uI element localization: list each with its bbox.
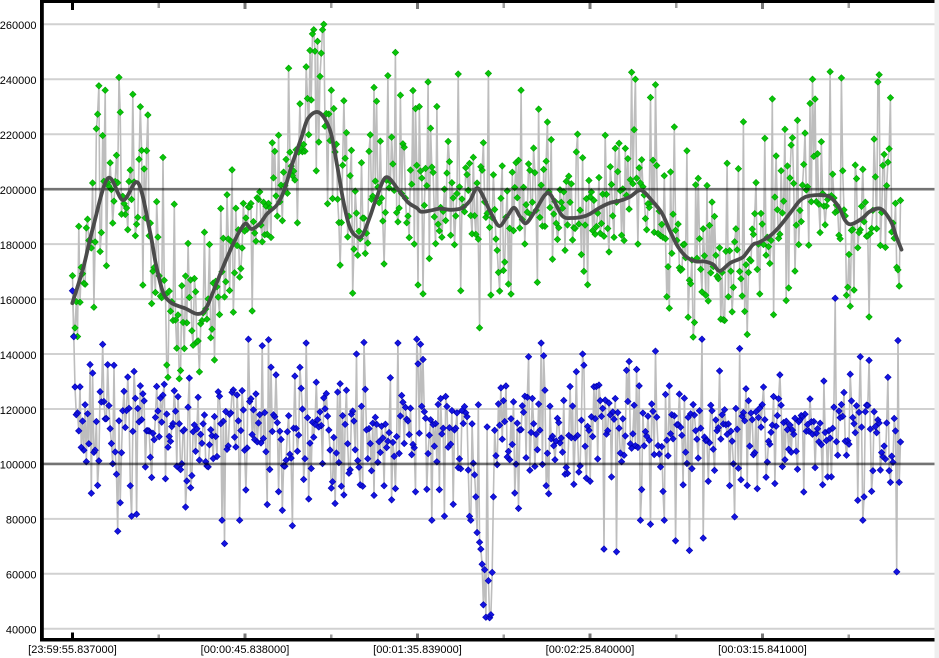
svg-text:160000: 160000 — [0, 295, 37, 307]
svg-text:[23:59:55.837000]: [23:59:55.837000] — [28, 644, 117, 656]
svg-text:[00:00:45.838000]: [00:00:45.838000] — [201, 644, 290, 656]
svg-text:200000: 200000 — [0, 185, 37, 197]
svg-text:260000: 260000 — [0, 20, 37, 32]
svg-text:120000: 120000 — [0, 405, 37, 417]
svg-text:[00:01:35.839000]: [00:01:35.839000] — [373, 644, 462, 656]
svg-text:180000: 180000 — [0, 240, 37, 252]
svg-text:80000: 80000 — [6, 515, 37, 527]
svg-text:220000: 220000 — [0, 130, 37, 142]
svg-text:60000: 60000 — [6, 570, 37, 582]
svg-text:[00:02:25.840000]: [00:02:25.840000] — [546, 644, 635, 656]
svg-text:[00:03:15.841000]: [00:03:15.841000] — [718, 644, 807, 656]
svg-text:140000: 140000 — [0, 350, 37, 362]
svg-text:40000: 40000 — [6, 625, 37, 637]
svg-text:240000: 240000 — [0, 75, 37, 87]
svg-text:100000: 100000 — [0, 460, 37, 472]
